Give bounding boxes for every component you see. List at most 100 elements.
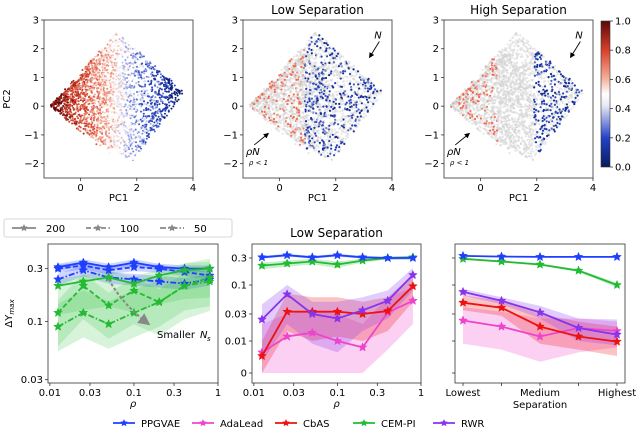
data-point <box>103 102 106 104</box>
data-point <box>348 122 351 125</box>
data-point <box>125 109 128 112</box>
data-point <box>331 72 334 75</box>
data-point <box>333 118 336 121</box>
data-point <box>108 138 111 141</box>
data-point <box>312 128 315 131</box>
data-point <box>312 45 315 48</box>
data-point <box>310 93 313 96</box>
data-point <box>63 116 66 119</box>
data-point <box>129 144 132 147</box>
data-point <box>324 94 327 97</box>
data-point <box>325 99 328 102</box>
data-point <box>103 62 106 65</box>
data-point <box>86 129 89 132</box>
data-point <box>295 78 298 81</box>
data-point <box>119 79 122 82</box>
data-point <box>145 107 148 109</box>
data-point <box>265 96 268 99</box>
data-point <box>131 54 134 57</box>
data-point <box>136 64 139 66</box>
data-point <box>280 89 283 92</box>
data-point <box>104 141 106 143</box>
data-point <box>62 92 65 95</box>
data-point <box>335 146 338 149</box>
data-point <box>372 84 375 87</box>
data-point <box>329 78 332 82</box>
data-point <box>336 52 340 55</box>
data-point <box>122 139 125 142</box>
data-point <box>150 67 153 70</box>
data-point <box>328 93 331 96</box>
data-point <box>146 95 149 98</box>
data-point <box>117 77 120 80</box>
data-point <box>120 46 123 49</box>
data-point <box>263 108 266 111</box>
data-point <box>111 133 114 136</box>
data-point <box>115 81 118 84</box>
data-point <box>149 62 152 65</box>
data-point <box>334 82 337 85</box>
data-point <box>99 119 102 122</box>
data-point <box>135 98 138 101</box>
data-point <box>144 115 147 118</box>
data-point <box>81 86 84 88</box>
data-point <box>117 105 120 108</box>
data-point <box>84 129 87 132</box>
data-point <box>61 109 63 112</box>
data-point <box>133 59 136 62</box>
data-point <box>349 105 352 109</box>
data-point <box>66 96 69 99</box>
data-point <box>323 73 326 76</box>
data-point <box>120 97 123 100</box>
data-point <box>134 114 137 117</box>
data-point <box>327 67 330 70</box>
data-point <box>62 98 65 101</box>
data-point <box>276 93 279 96</box>
data-point <box>293 98 296 101</box>
data-point <box>315 65 318 69</box>
data-point <box>58 102 61 104</box>
data-point <box>101 48 104 51</box>
data-point <box>310 117 313 120</box>
data-point <box>287 87 290 90</box>
data-point <box>351 99 355 102</box>
data-point <box>105 130 108 133</box>
data-point <box>288 132 292 135</box>
data-point <box>289 105 292 108</box>
data-point <box>148 83 151 86</box>
data-point <box>295 117 299 121</box>
data-point <box>117 90 120 93</box>
data-point <box>302 60 305 64</box>
data-point <box>323 135 326 138</box>
data-point <box>310 52 313 55</box>
data-point <box>128 86 131 89</box>
data-point <box>124 154 127 157</box>
data-point <box>338 56 341 59</box>
data-point <box>155 92 158 95</box>
data-point <box>112 126 115 129</box>
data-point <box>132 103 135 106</box>
data-point <box>114 149 117 152</box>
data-point <box>136 135 139 138</box>
data-point <box>106 71 109 74</box>
data-point <box>314 95 317 98</box>
data-point <box>145 131 148 134</box>
data-point <box>92 132 95 135</box>
data-point <box>329 155 332 158</box>
data-point <box>130 155 133 158</box>
data-point <box>301 85 304 88</box>
data-point <box>352 91 356 94</box>
data-point <box>344 123 347 126</box>
data-point <box>115 95 118 98</box>
data-point <box>143 124 146 127</box>
data-point <box>82 93 84 95</box>
data-point <box>103 129 106 132</box>
data-point <box>111 66 114 69</box>
data-point <box>318 88 321 92</box>
data-point <box>306 122 309 125</box>
data-point <box>64 88 67 91</box>
data-point <box>140 98 143 101</box>
data-point <box>341 65 344 69</box>
data-point <box>338 92 342 95</box>
data-point <box>71 122 74 125</box>
